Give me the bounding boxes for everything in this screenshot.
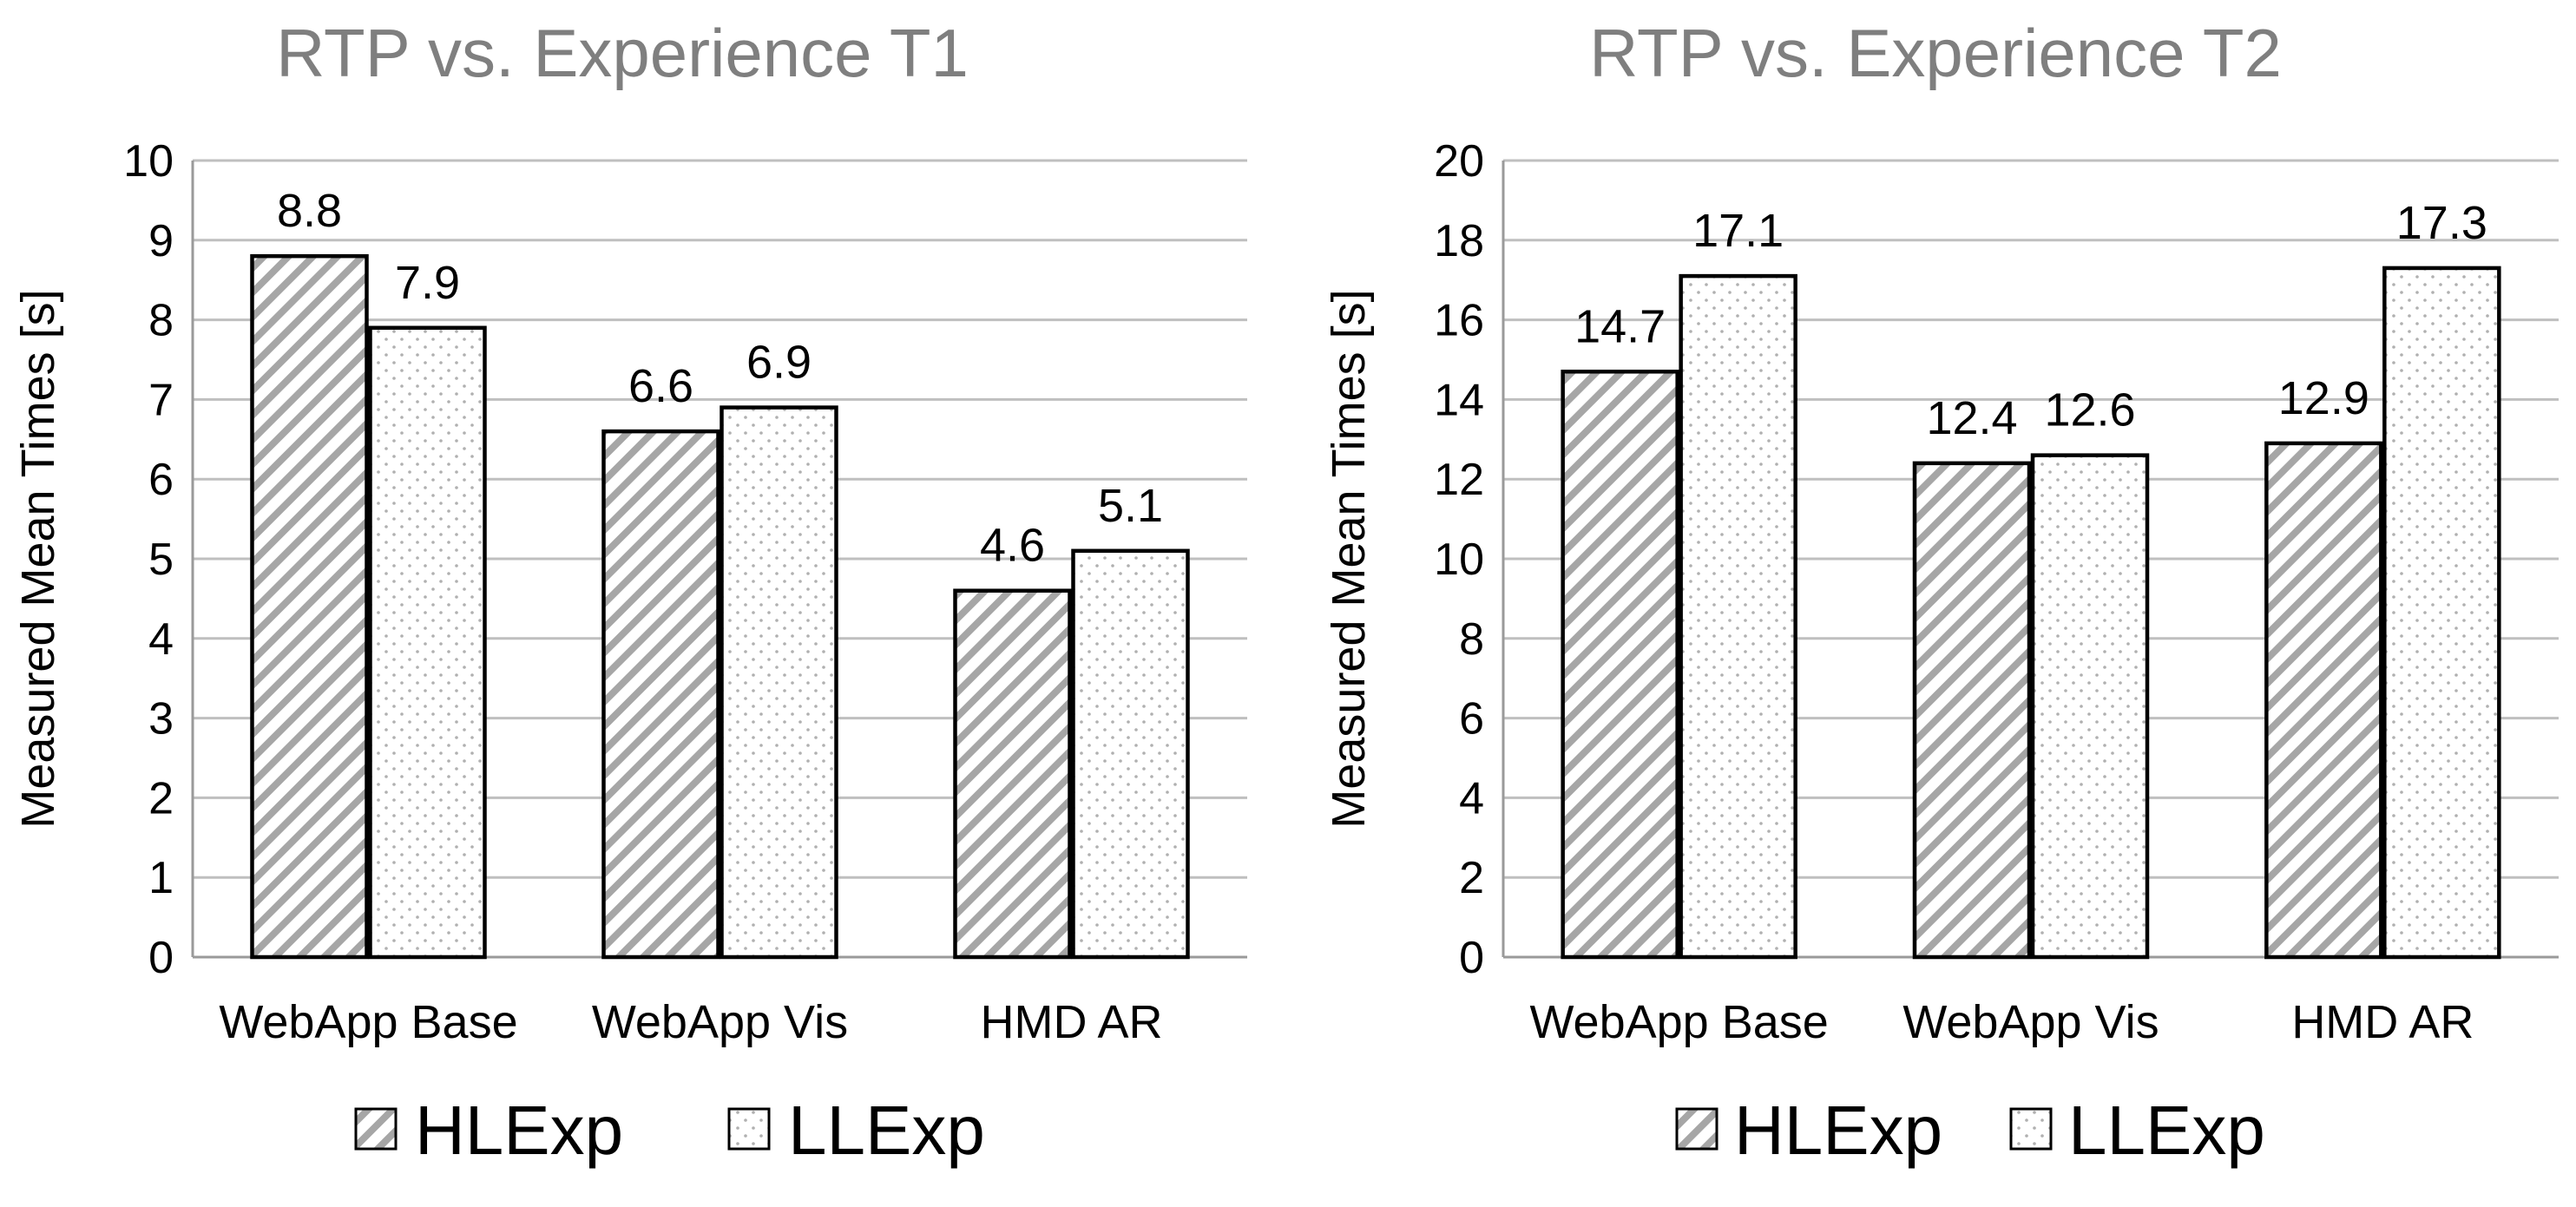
bar-llexp-webapp-base — [368, 325, 487, 960]
legend-label-llexp: LLExp — [788, 1092, 985, 1169]
bar-llexp-hmd-ar — [1071, 548, 1190, 960]
y-tick-label: 0 — [148, 933, 174, 983]
legend-swatch-hlexp — [1675, 1107, 1718, 1151]
y-tick-label: 16 — [1434, 296, 1484, 346]
y-tick-label: 4 — [148, 614, 174, 665]
data-label: 12.6 — [2044, 384, 2135, 436]
y-tick-label: 12 — [1434, 455, 1484, 505]
x-tick-label: WebApp Base — [1530, 996, 1829, 1048]
y-tick-label: 7 — [148, 375, 174, 425]
legend-swatch-llexp — [727, 1107, 771, 1151]
y-axis-label: Measured Mean Times [s] — [1323, 289, 1375, 828]
bar-hlexp-hmd-ar — [953, 588, 1072, 960]
chart-title: RTP vs. Experience T1 — [276, 15, 969, 91]
data-label: 7.9 — [395, 257, 460, 309]
bar-llexp-webapp-base — [1679, 273, 1797, 960]
data-label: 12.4 — [1926, 392, 2017, 444]
y-tick-label: 2 — [1459, 853, 1484, 903]
chart-title: RTP vs. Experience T2 — [1589, 15, 2282, 91]
y-tick-label: 0 — [1459, 933, 1484, 983]
y-tick-label: 8 — [1459, 614, 1484, 665]
x-tick-label: WebApp Base — [219, 996, 517, 1048]
legend-swatch-llexp — [2009, 1107, 2053, 1151]
y-tick-label: 18 — [1434, 216, 1484, 266]
y-tick-label: 6 — [148, 455, 174, 505]
y-tick-label: 2 — [148, 773, 174, 823]
legend-label-hlexp: HLExp — [415, 1092, 623, 1169]
data-label: 6.9 — [746, 337, 812, 389]
y-tick-label: 9 — [148, 216, 174, 266]
y-tick-label: 10 — [123, 136, 174, 187]
y-tick-label: 14 — [1434, 375, 1484, 425]
y-tick-label: 5 — [148, 535, 174, 585]
bar-llexp-webapp-vis — [2030, 453, 2150, 960]
chart-panel-t2: RTP vs. Experience T2 Measured Mean Times… — [1323, 15, 2559, 1169]
y-tick-label: 3 — [148, 694, 174, 745]
data-label: 17.1 — [1692, 205, 1784, 257]
x-tick-label: WebApp Vis — [592, 996, 848, 1048]
legend-label-llexp: LLExp — [2068, 1092, 2265, 1169]
bar-llexp-webapp-vis — [720, 405, 838, 960]
bar-hlexp-webapp-base — [250, 253, 369, 960]
data-label: 4.6 — [980, 520, 1045, 572]
x-tick-label: HMD AR — [2291, 996, 2474, 1048]
chart-panel-t1: RTP vs. Experience T1 Measured Mean Times… — [12, 15, 1247, 1169]
bar-hlexp-webapp-vis — [601, 429, 720, 960]
data-label: 14.7 — [1574, 300, 1666, 352]
legend-label-hlexp: HLExp — [1734, 1092, 1942, 1169]
y-tick-label: 10 — [1434, 535, 1484, 585]
y-tick-label: 8 — [148, 296, 174, 346]
bar-hlexp-webapp-vis — [1912, 461, 2032, 960]
data-label: 12.9 — [2278, 372, 2369, 424]
data-label: 8.8 — [277, 185, 342, 237]
y-tick-label: 1 — [148, 853, 174, 903]
data-label: 17.3 — [2396, 197, 2487, 249]
x-tick-label: HMD AR — [980, 996, 1162, 1048]
bar-hlexp-hmd-ar — [2264, 441, 2383, 960]
y-tick-label: 4 — [1459, 773, 1484, 823]
data-label: 5.1 — [1098, 480, 1163, 532]
y-tick-label: 6 — [1459, 694, 1484, 745]
legend-swatch-hlexp — [354, 1107, 398, 1151]
data-label: 6.6 — [628, 360, 693, 412]
y-tick-label: 20 — [1434, 136, 1484, 187]
y-axis-label: Measured Mean Times [s] — [12, 289, 64, 828]
bar-llexp-hmd-ar — [2382, 266, 2501, 960]
x-tick-label: WebApp Vis — [1902, 996, 2159, 1048]
bar-hlexp-webapp-base — [1561, 370, 1679, 960]
